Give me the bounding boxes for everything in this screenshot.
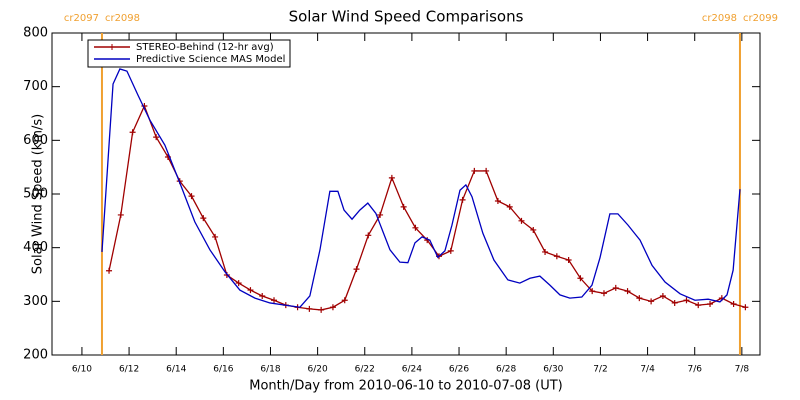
y-tick-label: 300: [23, 294, 48, 309]
data-point: [683, 297, 690, 304]
data-point: [318, 306, 325, 313]
data-point: [306, 305, 313, 312]
data-point: [671, 299, 678, 306]
data-point: [695, 302, 702, 309]
data-point: [530, 226, 537, 233]
data-point: [377, 211, 384, 218]
data-point: [659, 292, 666, 299]
x-tick-label: 7/4: [640, 365, 655, 375]
data-point: [129, 129, 136, 136]
data-point: [341, 297, 348, 304]
data-point: [400, 203, 407, 210]
data-point: [506, 203, 513, 210]
chart-title: Solar Wind Speed Comparisons: [289, 8, 524, 26]
y-tick-label: 200: [23, 348, 48, 363]
data-point: [494, 197, 501, 204]
carrington-label: cr2097: [64, 13, 99, 24]
x-tick-label: 7/2: [593, 365, 607, 375]
x-tick-label: 6/22: [355, 365, 375, 375]
data-point: [247, 287, 254, 294]
data-point: [106, 267, 113, 274]
x-tick-label: 6/30: [543, 365, 563, 375]
legend-box: [87, 39, 291, 68]
legend-marker: [109, 44, 115, 50]
data-point: [483, 167, 490, 174]
carrington-label: cr2098: [702, 13, 737, 24]
x-tick-label: 6/16: [213, 365, 233, 375]
data-point: [730, 301, 737, 308]
data-point: [707, 301, 714, 308]
data-point: [636, 295, 643, 302]
data-point: [542, 248, 549, 255]
data-point: [329, 304, 336, 311]
legend-label: Predictive Science MAS Model: [136, 54, 285, 65]
x-axis-label: Month/Day from 2010-06-10 to 2010-07-08 …: [249, 379, 562, 394]
data-point: [553, 253, 560, 260]
data-point: [742, 304, 749, 311]
data-point: [471, 167, 478, 174]
data-point: [518, 217, 525, 224]
y-axis-label: Solar Wind Speed (km/s): [31, 114, 46, 274]
data-point: [200, 215, 207, 222]
data-point: [565, 257, 572, 264]
data-point: [117, 211, 124, 218]
data-point: [235, 280, 242, 287]
data-point: [589, 288, 596, 295]
y-tick-label: 800: [23, 26, 48, 41]
x-tick-label: 6/14: [166, 365, 186, 375]
x-tick-label: 6/26: [449, 365, 469, 375]
data-point: [259, 292, 266, 299]
data-point: [353, 266, 360, 273]
legend-label: STEREO-Behind (12-hr avg): [136, 42, 274, 53]
data-point: [600, 290, 607, 297]
data-point: [365, 232, 372, 239]
data-point: [212, 233, 219, 240]
series-line: [101, 68, 741, 308]
data-point: [388, 174, 395, 181]
data-point: [577, 275, 584, 282]
data-point: [648, 298, 655, 305]
y-tick-label: 400: [23, 240, 48, 255]
x-tick-label: 6/12: [119, 365, 139, 375]
y-tick-label: 500: [23, 187, 48, 202]
data-point: [624, 288, 631, 295]
data-point: [459, 196, 466, 203]
y-tick-label: 600: [23, 133, 48, 148]
data-point: [447, 247, 454, 254]
y-tick-label: 700: [23, 79, 48, 94]
x-tick-label: 7/8: [735, 365, 750, 375]
carrington-label: cr2099: [743, 13, 778, 24]
x-tick-label: 6/10: [72, 365, 92, 375]
x-tick-label: 7/6: [687, 365, 702, 375]
data-point: [188, 193, 195, 200]
data-point: [412, 224, 419, 231]
data-point: [271, 297, 278, 304]
x-tick-label: 6/18: [260, 365, 280, 375]
x-tick-label: 6/28: [496, 365, 516, 375]
data-point: [153, 134, 160, 141]
data-point: [612, 284, 619, 291]
carrington-label: cr2098: [105, 13, 140, 24]
x-tick-label: 6/24: [402, 365, 422, 375]
x-tick-label: 6/20: [308, 365, 328, 375]
